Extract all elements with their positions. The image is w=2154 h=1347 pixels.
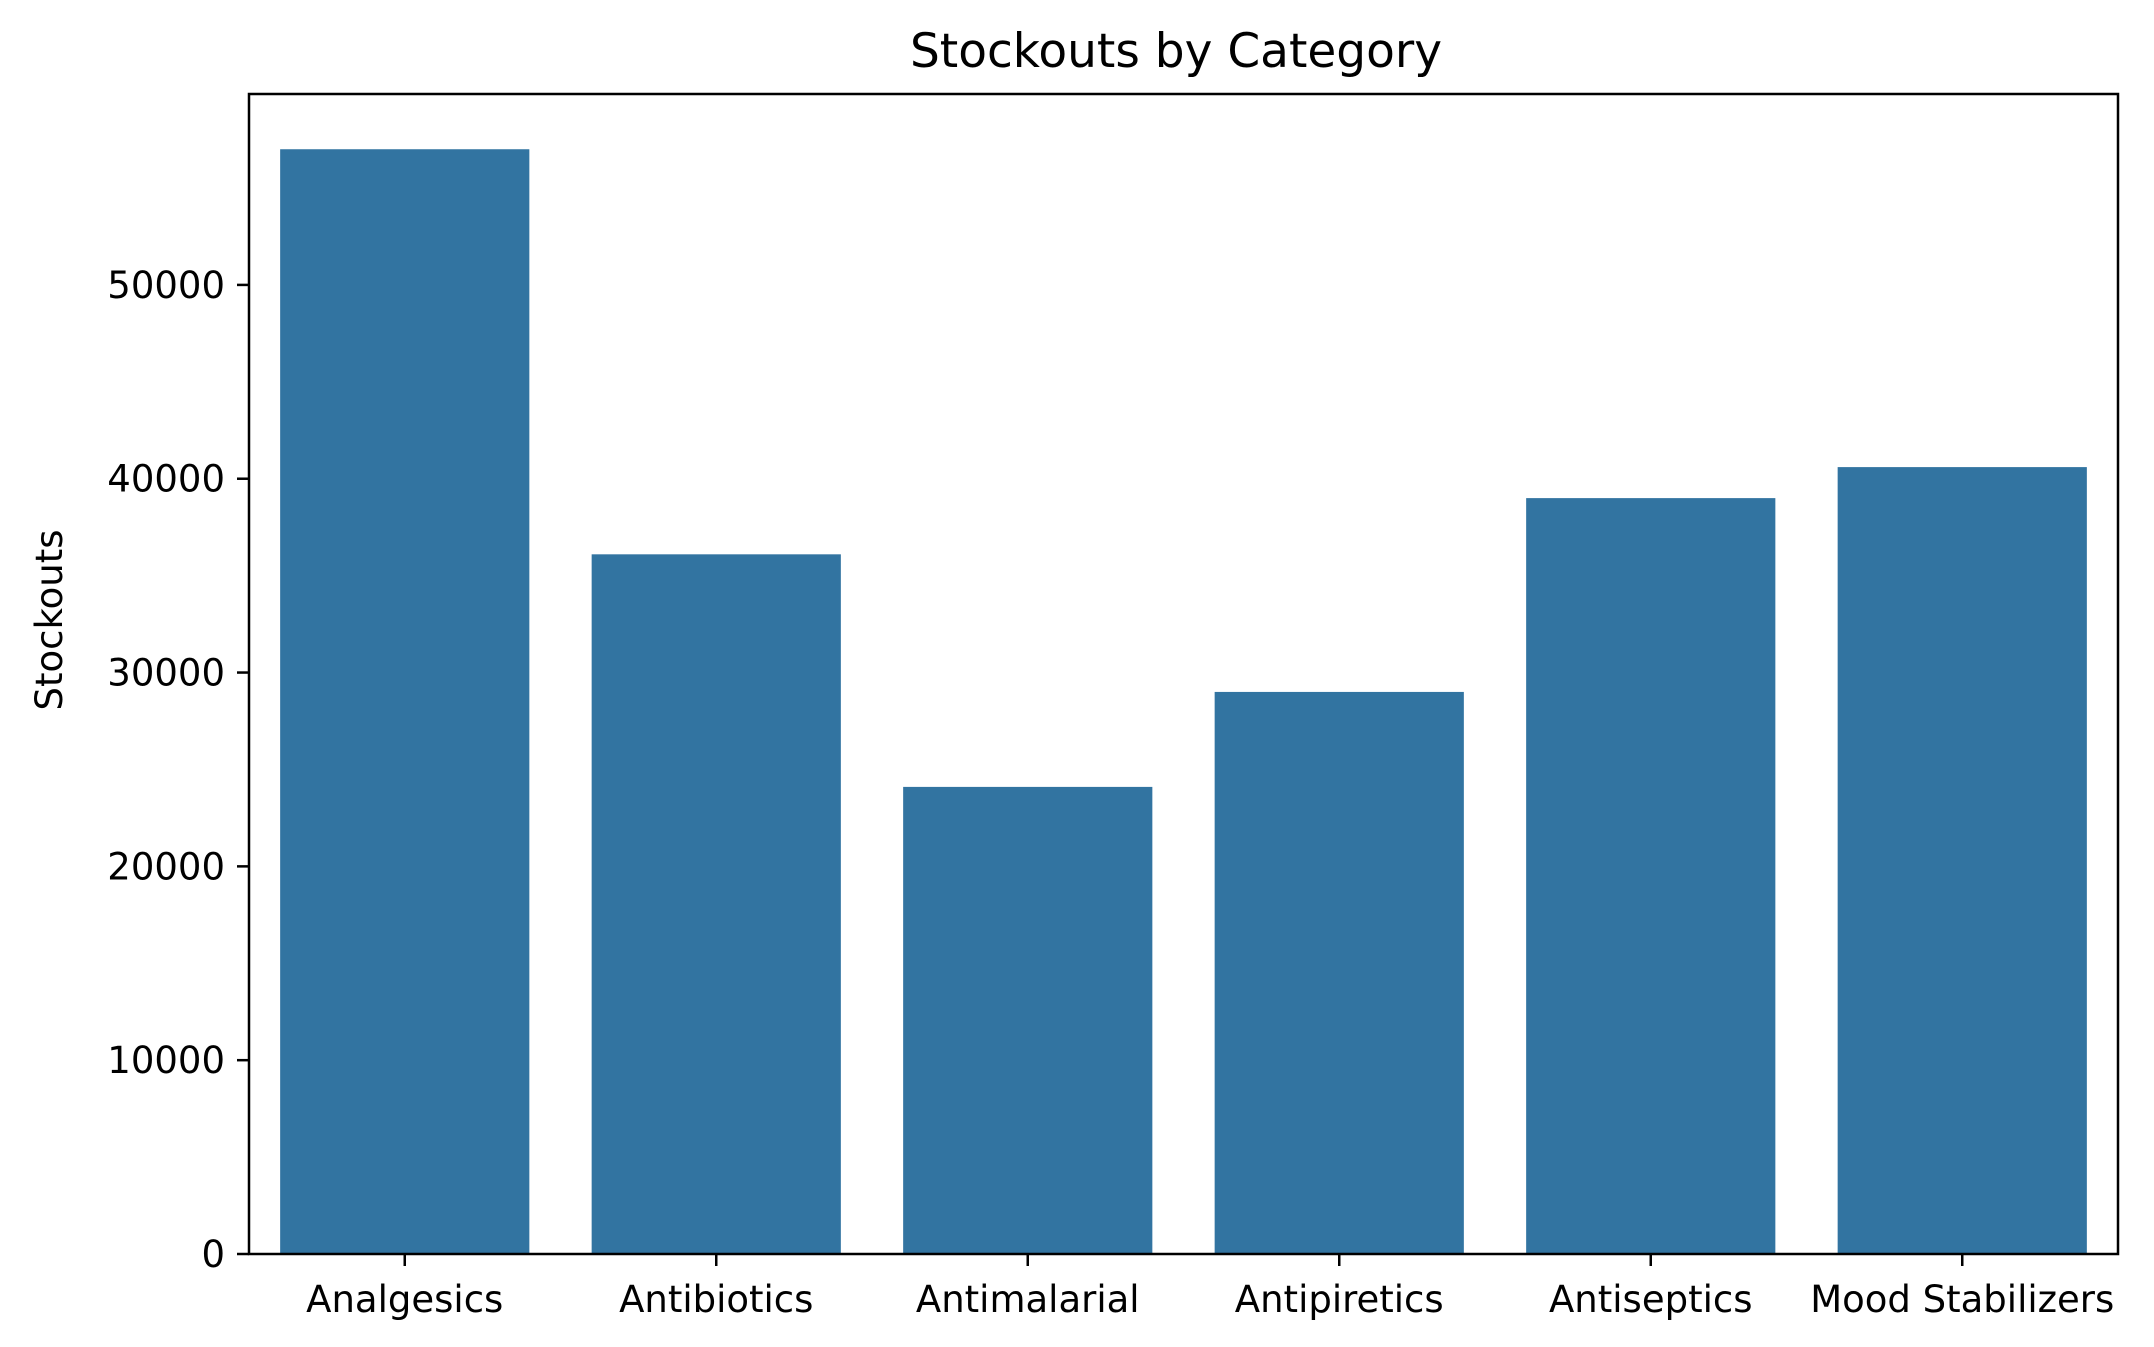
bar-antimalarial xyxy=(903,786,1153,1254)
x-tick-label: Antiseptics xyxy=(1549,1278,1752,1321)
y-tick-label: 40000 xyxy=(107,458,225,501)
chart-title: Stockouts by Category xyxy=(910,24,1442,79)
y-tick-label: 20000 xyxy=(107,845,225,888)
x-tick-label: Antipiretics xyxy=(1235,1278,1444,1321)
x-tick-label: Antimalarial xyxy=(916,1278,1140,1321)
bar-analgesics xyxy=(280,149,530,1255)
y-tick-label: 10000 xyxy=(107,1039,225,1082)
bar-mood-stabilizers xyxy=(1837,467,2087,1254)
y-tick-label: 0 xyxy=(201,1233,225,1276)
x-tick-label: Mood Stabilizers xyxy=(1810,1278,2114,1321)
bars-layer xyxy=(280,149,2087,1255)
bar-antibiotics xyxy=(591,554,841,1254)
y-axis-label: Stockouts xyxy=(28,530,71,711)
y-tick-label: 50000 xyxy=(107,264,225,307)
y-axis: 0 10000 20000 30000 40000 50000 xyxy=(107,264,249,1276)
x-tick-label: Analgesics xyxy=(306,1278,503,1321)
plot-frame xyxy=(247,92,2120,1256)
y-tick-label: 30000 xyxy=(107,652,225,695)
bar-antiseptics xyxy=(1526,498,1776,1254)
x-tick-label: Antibiotics xyxy=(619,1278,813,1321)
x-axis: Analgesics Antibiotics Antimalarial Antipir… xyxy=(306,1254,2114,1321)
bar-antipiretics xyxy=(1214,691,1464,1254)
